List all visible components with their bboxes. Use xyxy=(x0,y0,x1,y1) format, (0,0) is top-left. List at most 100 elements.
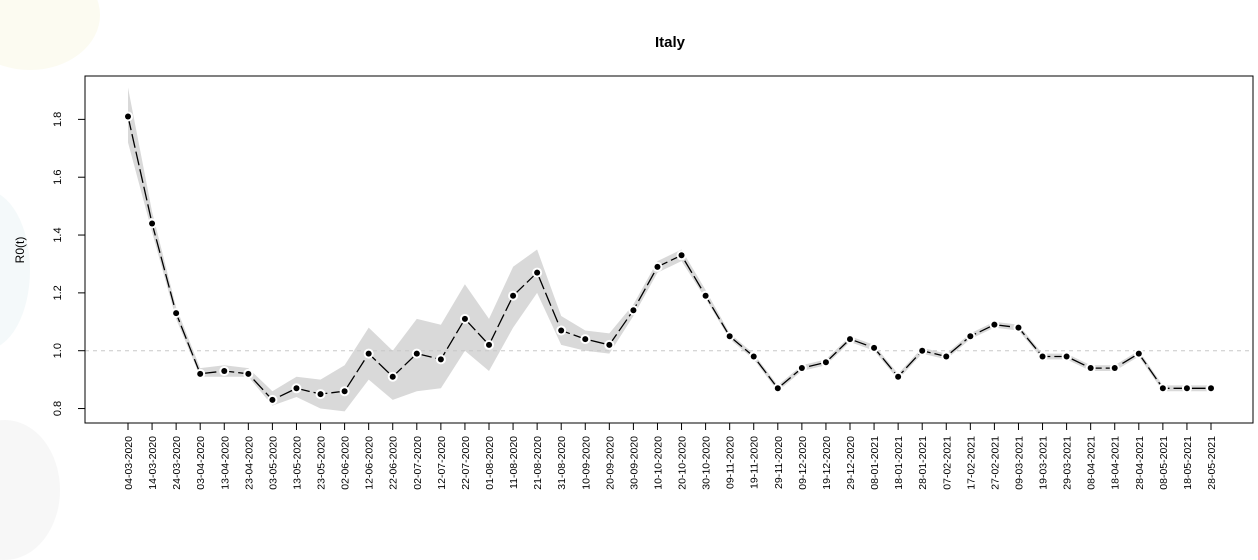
data-point xyxy=(461,315,468,322)
data-point xyxy=(558,327,565,334)
data-point xyxy=(221,367,228,374)
x-tick-label: 14-03-2020 xyxy=(147,436,159,490)
data-point xyxy=(341,388,348,395)
x-tick-label: 08-04-2021 xyxy=(1086,436,1098,490)
y-axis-label: R0(t) xyxy=(13,237,27,264)
y-tick-label: 1.0 xyxy=(52,343,64,358)
y-tick-label: 1.8 xyxy=(52,112,64,127)
x-tick-label: 13-04-2020 xyxy=(219,436,231,490)
data-point xyxy=(654,263,661,270)
plot-area: 0.8 1.0 1.2 1.4 1.6 1.8 04-03-2020 14-03-2020 24… xyxy=(52,75,1254,490)
data-point xyxy=(1111,365,1118,372)
x-tick-label: 02-06-2020 xyxy=(340,436,352,490)
x-tick-label: 29-12-2020 xyxy=(845,436,857,490)
data-point xyxy=(1087,365,1094,372)
x-tick-label: 20-09-2020 xyxy=(604,436,616,490)
data-point xyxy=(943,353,950,360)
x-tick-label: 22-06-2020 xyxy=(388,436,400,490)
y-tick-label: 1.4 xyxy=(52,227,64,242)
data-point xyxy=(606,341,613,348)
x-tick-label: 19-11-2020 xyxy=(749,436,761,489)
x-tick-label: 17-02-2021 xyxy=(965,436,977,490)
x-tick-label: 23-04-2020 xyxy=(243,436,255,490)
data-point xyxy=(486,341,492,348)
data-point xyxy=(702,292,709,299)
chart-title: Italy xyxy=(655,34,686,51)
x-tick-label: 28-04-2021 xyxy=(1134,436,1146,490)
x-tick-label: 27-02-2021 xyxy=(989,436,1001,490)
data-point xyxy=(1135,350,1142,357)
data-point xyxy=(269,396,276,403)
x-tick-label: 30-09-2020 xyxy=(628,436,640,490)
y-tick-label: 1.6 xyxy=(52,170,64,185)
x-tick-label: 12-06-2020 xyxy=(364,436,376,490)
x-tick-label: 24-03-2020 xyxy=(171,436,183,490)
data-point xyxy=(798,365,805,372)
data-point xyxy=(197,370,204,377)
data-point xyxy=(1183,385,1190,392)
x-tick-label: 21-08-2020 xyxy=(532,436,544,490)
data-point xyxy=(365,350,372,357)
data-point xyxy=(125,113,131,120)
x-tick-label: 18-04-2021 xyxy=(1110,436,1122,490)
x-tick-label: 29-11-2020 xyxy=(773,436,785,489)
data-point xyxy=(967,333,974,340)
data-point xyxy=(1015,324,1022,331)
y-tick-label: 0.8 xyxy=(52,401,64,416)
data-point xyxy=(389,373,396,380)
data-point xyxy=(510,292,517,299)
data-point xyxy=(630,307,637,314)
x-tick-label: 30-10-2020 xyxy=(701,436,713,490)
plot-border xyxy=(84,75,1254,424)
data-point xyxy=(293,385,300,392)
x-tick-label: 28-01-2021 xyxy=(917,436,929,490)
x-tick-label: 13-05-2020 xyxy=(291,436,303,490)
x-tick-label: 09-03-2021 xyxy=(1013,436,1025,490)
x-tick-label: 18-01-2021 xyxy=(893,436,905,490)
x-tick-label: 28-05-2021 xyxy=(1206,436,1218,490)
series-line xyxy=(127,116,1211,401)
x-tick-label: 02-07-2020 xyxy=(412,436,424,490)
data-point xyxy=(1208,385,1214,392)
x-tick-label: 07-02-2021 xyxy=(941,436,953,490)
x-tick-label: 18-05-2021 xyxy=(1182,436,1194,490)
x-tick-label: 09-12-2020 xyxy=(797,436,809,490)
data-point xyxy=(582,336,589,343)
x-tick-label: 22-07-2020 xyxy=(460,436,472,490)
x-tick-label: 31-08-2020 xyxy=(556,436,568,490)
data-point xyxy=(678,252,685,259)
x-tick-label: 23-05-2020 xyxy=(316,436,328,490)
data-point xyxy=(245,370,252,377)
x-tick-label: 11-08-2020 xyxy=(508,436,520,489)
data-point xyxy=(871,344,878,351)
data-point xyxy=(413,350,420,357)
x-tick-label: 01-08-2020 xyxy=(484,436,496,490)
data-point xyxy=(534,269,541,276)
data-point xyxy=(149,220,156,227)
x-tick-label: 08-05-2021 xyxy=(1158,436,1170,490)
x-tick-label: 29-03-2021 xyxy=(1062,436,1074,490)
data-point xyxy=(750,353,757,360)
data-point xyxy=(173,310,180,317)
y-tick-label: 1.2 xyxy=(52,285,64,300)
data-point xyxy=(1063,353,1070,360)
x-tick-label: 03-05-2020 xyxy=(267,436,279,490)
data-point xyxy=(774,385,781,392)
data-point xyxy=(822,359,829,366)
chart: Italy R0(t) 0.8 1.0 1.2 1.4 1.6 1.8 04-03-2020… xyxy=(13,34,1254,490)
data-point xyxy=(437,356,444,363)
x-tick-label: 08-01-2021 xyxy=(869,436,881,490)
x-tick-label: 10-10-2020 xyxy=(652,436,664,490)
data-point xyxy=(1159,385,1166,392)
x-tick-label: 12-07-2020 xyxy=(436,436,448,490)
confidence-band xyxy=(128,87,1211,412)
x-tick-label: 20-10-2020 xyxy=(677,436,689,490)
data-point xyxy=(847,336,853,343)
x-tick-label: 10-09-2020 xyxy=(580,436,592,490)
x-tick-label: 04-03-2020 xyxy=(123,436,135,490)
x-tick-label: 09-11-2020 xyxy=(725,436,737,489)
data-point xyxy=(991,321,998,328)
data-point xyxy=(726,333,733,340)
x-tick-label: 19-03-2021 xyxy=(1038,436,1050,490)
x-tick-label: 19-12-2020 xyxy=(821,436,833,490)
